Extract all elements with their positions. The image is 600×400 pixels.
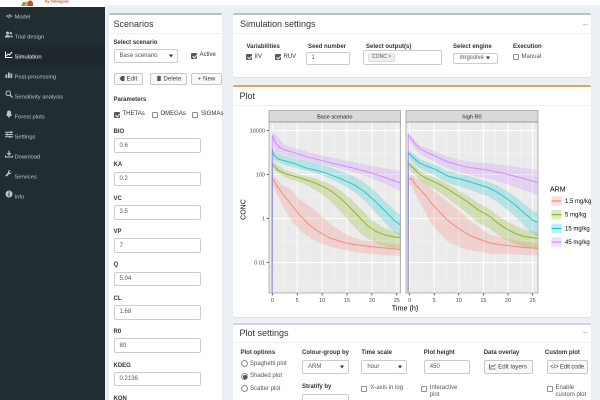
svg-text:10: 10 bbox=[319, 298, 325, 304]
svg-text:5: 5 bbox=[433, 298, 436, 304]
svg-text:CONC: CONC bbox=[241, 199, 248, 220]
svg-text:Time (h): Time (h) bbox=[392, 304, 419, 313]
svg-text:5 mg/kg: 5 mg/kg bbox=[565, 213, 586, 219]
svg-text:15: 15 bbox=[480, 298, 486, 304]
svg-text:15: 15 bbox=[344, 298, 350, 304]
svg-text:20: 20 bbox=[369, 298, 375, 304]
svg-text:20: 20 bbox=[505, 298, 511, 304]
svg-text:15 mg/kg: 15 mg/kg bbox=[565, 226, 590, 232]
svg-text:0.01: 0.01 bbox=[254, 261, 265, 267]
svg-text:1.5 mg/kg: 1.5 mg/kg bbox=[565, 199, 591, 205]
svg-text:ARM: ARM bbox=[550, 187, 566, 194]
svg-text:0: 0 bbox=[408, 298, 411, 304]
svg-text:1: 1 bbox=[262, 217, 265, 223]
svg-text:25: 25 bbox=[530, 298, 536, 304]
svg-text:25: 25 bbox=[394, 298, 400, 304]
svg-text:10000: 10000 bbox=[250, 129, 265, 135]
svg-text:0: 0 bbox=[271, 298, 274, 304]
svg-text:10: 10 bbox=[456, 298, 462, 304]
svg-text:Base scenario: Base scenario bbox=[317, 115, 352, 121]
svg-text:5: 5 bbox=[296, 298, 299, 304]
svg-text:45 mg/kg: 45 mg/kg bbox=[565, 240, 590, 246]
svg-text:high R0: high R0 bbox=[462, 115, 481, 121]
svg-text:100: 100 bbox=[256, 173, 265, 179]
